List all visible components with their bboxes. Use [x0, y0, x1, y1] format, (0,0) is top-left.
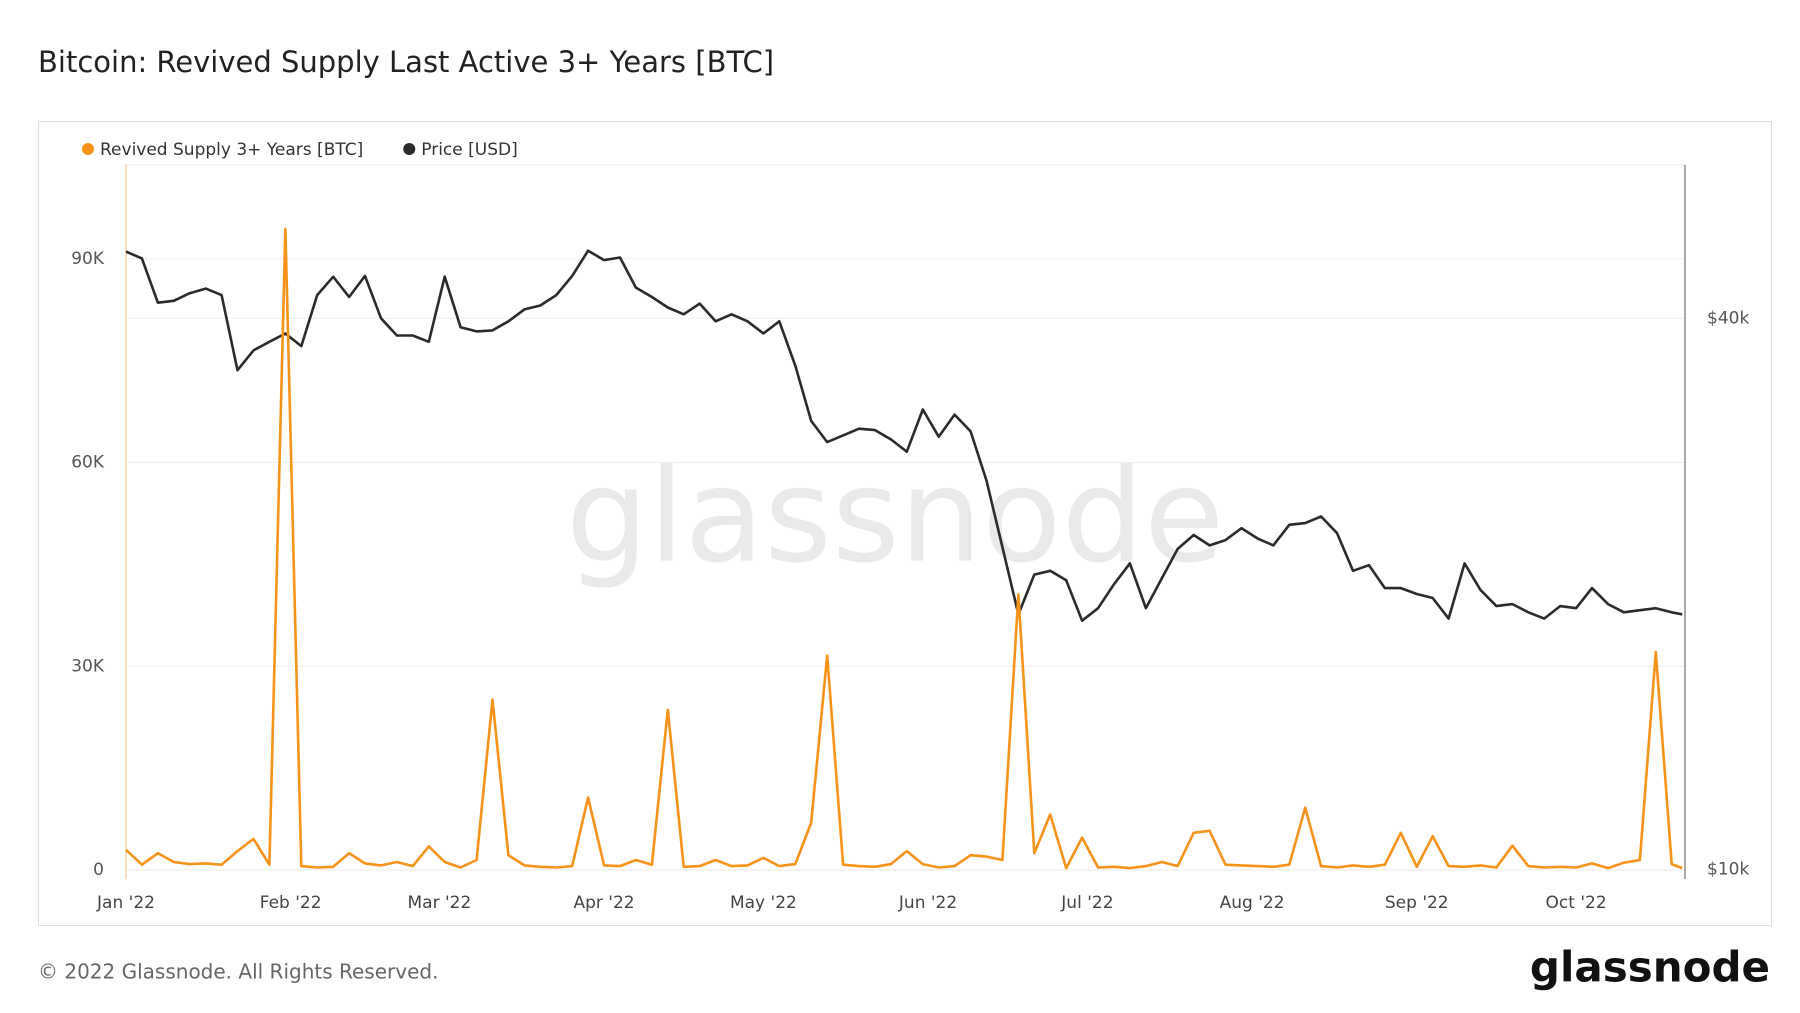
legend-label: Price [USD] — [421, 140, 517, 160]
x-tick-label: Aug '22 — [1220, 893, 1285, 913]
footer: © 2022 Glassnode. All Rights Reserved. — [38, 960, 438, 984]
y-tick-label: 0 — [93, 860, 104, 880]
x-tick-label: May '22 — [730, 893, 797, 913]
y2-tick-label: $40k — [1707, 308, 1749, 328]
x-tick-label: Jun '22 — [898, 893, 957, 913]
y2-tick-label: $10k — [1707, 860, 1749, 880]
y-tick-label: 60K — [71, 453, 105, 473]
chart-title: Bitcoin: Revived Supply Last Active 3+ Y… — [38, 45, 774, 79]
series-line — [125, 227, 1683, 870]
logo: glassnode — [1530, 943, 1770, 992]
x-tick-label: Sep '22 — [1385, 893, 1449, 913]
series-line — [125, 249, 1683, 622]
chart-frame — [38, 121, 1772, 926]
x-tick-label: Oct '22 — [1546, 893, 1607, 913]
legend-marker — [82, 143, 94, 155]
legend-label: Revived Supply 3+ Years [BTC] — [100, 140, 363, 160]
y-tick-label: 90K — [71, 249, 105, 269]
x-tick-label: Jan '22 — [96, 893, 155, 913]
x-tick-label: Jul '22 — [1060, 893, 1113, 913]
x-tick-label: Apr '22 — [573, 893, 634, 913]
x-tick-label: Feb '22 — [260, 893, 322, 913]
x-tick-label: Mar '22 — [407, 893, 471, 913]
watermark: glassnode — [566, 440, 1224, 592]
legend-marker — [403, 143, 416, 155]
y-tick-label: 30K — [71, 656, 105, 676]
